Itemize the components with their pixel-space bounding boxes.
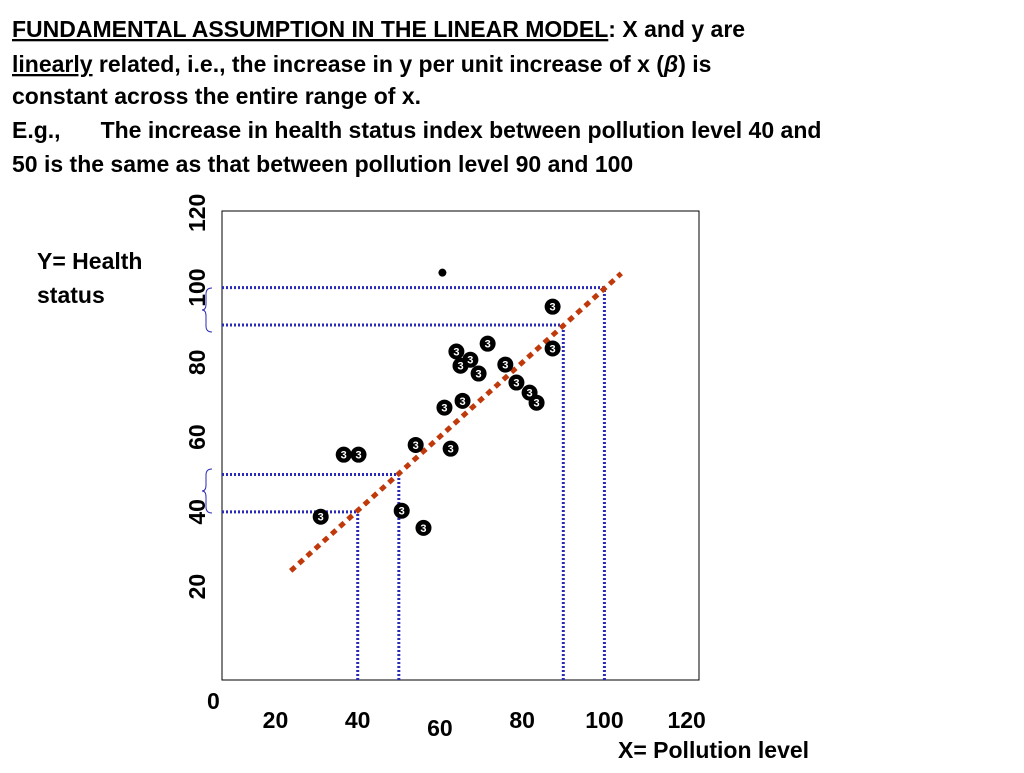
- point: [393, 502, 410, 519]
- point-glyph: 3: [318, 512, 324, 524]
- intro-text: linearly: [12, 51, 93, 77]
- y-tick-label: 40: [184, 499, 210, 525]
- point: [508, 374, 525, 391]
- point-glyph: 3: [420, 523, 426, 535]
- point: [407, 436, 424, 453]
- point-glyph: 3: [413, 440, 419, 452]
- point: [528, 394, 545, 411]
- x-tick-label: 40: [345, 707, 371, 733]
- brace: [201, 287, 213, 333]
- brace: [201, 468, 213, 514]
- intro-line: FUNDAMENTAL ASSUMPTION IN THE LINEAR MOD…: [12, 16, 745, 42]
- point-glyph: 3: [534, 398, 540, 410]
- y-tick-label: 100: [184, 268, 210, 306]
- y-tick-label: 60: [184, 424, 210, 450]
- x-tick-label: 120: [667, 707, 705, 733]
- intro-text: β: [663, 51, 678, 77]
- y-tick-label: 20: [184, 574, 210, 600]
- intro-line: linearly related, i.e., the increase in …: [12, 51, 711, 77]
- point-glyph: 3: [448, 444, 454, 456]
- point-glyph: 3: [550, 302, 556, 314]
- point: [350, 446, 367, 463]
- y-tick-label: 80: [184, 350, 210, 376]
- point-glyph: 3: [355, 450, 361, 462]
- point: [415, 519, 432, 536]
- point-glyph: 3: [399, 506, 405, 518]
- fit-line: [288, 271, 623, 573]
- point-glyph: 3: [457, 361, 463, 373]
- intro-text: The increase in health status index betw…: [101, 117, 822, 143]
- x-tick-label: 80: [509, 707, 535, 733]
- intro-text: E.g.,: [12, 117, 61, 143]
- x-tick-label: 60: [427, 715, 453, 741]
- point: [335, 446, 352, 463]
- point: [479, 335, 496, 352]
- intro-line: E.g., The increase in health status index…: [12, 117, 821, 143]
- intro-text: constant across the entire range of x.: [12, 83, 421, 109]
- point: [454, 392, 471, 409]
- point: [544, 298, 561, 315]
- point: [470, 365, 487, 382]
- point: [448, 343, 465, 360]
- point: [442, 440, 459, 457]
- point: [544, 340, 561, 357]
- intro-text: ) is: [678, 51, 711, 77]
- point-glyph: 3: [550, 344, 556, 356]
- point: [438, 268, 447, 277]
- point-glyph: 3: [485, 339, 491, 351]
- point: [497, 356, 514, 373]
- point-glyph: 3: [341, 450, 347, 462]
- point-glyph: 3: [513, 378, 519, 390]
- intro-text: FUNDAMENTAL ASSUMPTION IN THE LINEAR MOD…: [12, 16, 608, 42]
- point: [312, 508, 329, 525]
- point-glyph: 3: [502, 360, 508, 372]
- plot-frame: [221, 210, 700, 681]
- intro-line: 50 is the same as that between pollution…: [12, 151, 633, 177]
- x-tick-label: 100: [585, 707, 623, 733]
- point-glyph: 3: [459, 396, 465, 408]
- y-tick-label: 120: [184, 194, 210, 232]
- point-glyph: 3: [467, 355, 473, 367]
- point: [436, 399, 453, 416]
- point-glyph: 3: [527, 388, 533, 400]
- intro-text: : X and y are: [608, 16, 745, 42]
- y-axis-label: status: [37, 282, 105, 308]
- point-glyph: 3: [476, 369, 482, 381]
- origin-label: 0: [207, 688, 220, 714]
- intro-line: constant across the entire range of x.: [12, 83, 421, 109]
- y-axis-label: Y= Health: [37, 248, 142, 274]
- point-glyph: 3: [453, 347, 459, 359]
- x-axis-label: X= Pollution level: [618, 737, 809, 763]
- x-tick-label: 20: [263, 707, 289, 733]
- point-glyph: 3: [441, 403, 447, 415]
- point: [462, 351, 479, 368]
- intro-text: 50 is the same as that between pollution…: [12, 151, 633, 177]
- intro-text: related, i.e., the increase in y per uni…: [93, 51, 665, 77]
